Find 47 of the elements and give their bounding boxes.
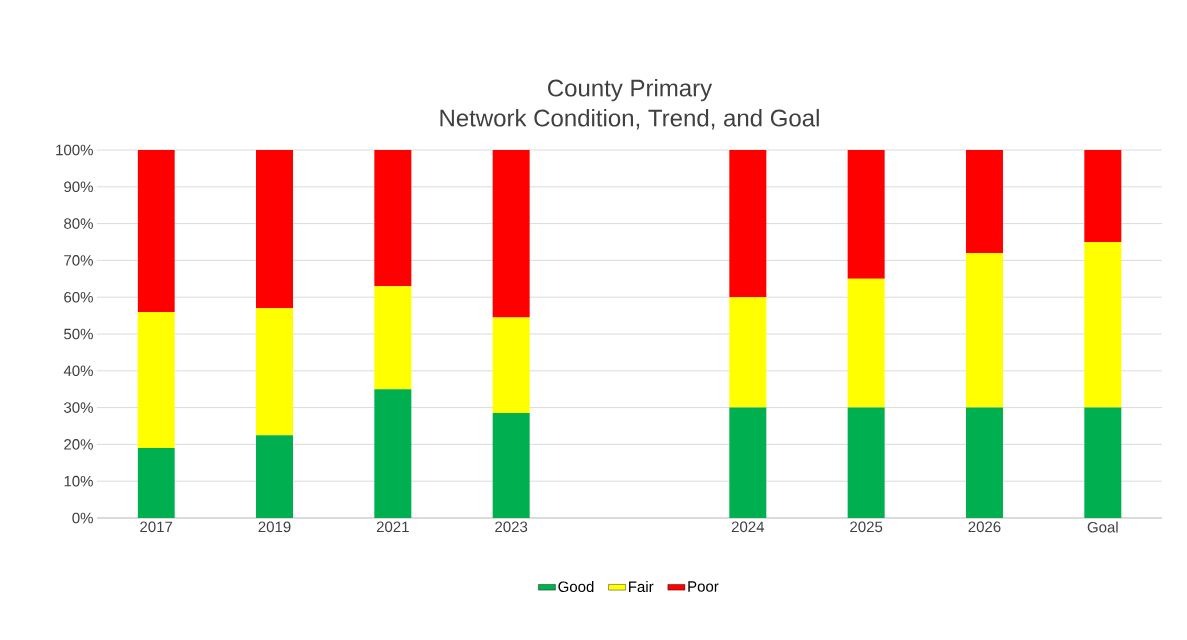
y-tick-label: 40% [63, 365, 93, 377]
bar [256, 435, 294, 518]
y-tick-label: 60% [64, 291, 93, 303]
bar [729, 407, 767, 518]
bar [137, 311, 175, 449]
bar [374, 286, 412, 390]
bar [137, 149, 175, 312]
bar [256, 149, 294, 309]
bar [492, 413, 530, 518]
legend-label: Fair [629, 581, 654, 593]
y-tick-label: 70% [64, 255, 93, 266]
x-tick-label: 2021 [376, 521, 409, 533]
y-tick-label: 50% [64, 328, 93, 340]
bar [847, 407, 885, 518]
y-tick-label: 20% [64, 439, 93, 450]
y-tick-label: 90% [64, 181, 93, 193]
bar [256, 308, 294, 436]
legend-label: Poor [688, 581, 719, 592]
y-tick-label: 0% [72, 512, 93, 524]
x-tick-label: 2017 [140, 521, 173, 533]
y-tick-label: 30% [64, 402, 93, 413]
x-tick-label: 2019 [258, 521, 291, 533]
bar [374, 149, 412, 287]
x-tick-label: 2025 [850, 521, 883, 533]
x-tick-label: Goal [1087, 521, 1118, 533]
y-tick-label: 100% [56, 144, 93, 156]
y-tick-label: 10% [64, 475, 93, 487]
x-tick-label: 2024 [731, 521, 765, 533]
y-tick-label: 80% [64, 218, 93, 229]
bar [1084, 407, 1122, 518]
bar [374, 389, 412, 518]
x-tick-label: 2023 [495, 521, 528, 533]
bar [729, 297, 767, 408]
bar [965, 407, 1003, 518]
bar [965, 149, 1003, 254]
legend-label: Good [558, 581, 594, 593]
bar [492, 149, 530, 318]
bar [1084, 241, 1122, 408]
bar [729, 149, 767, 298]
bar [847, 278, 885, 408]
bar [137, 448, 175, 518]
chart-title: County Primary Network Condition, Trend, and Goal [440, 78, 819, 130]
bar [492, 317, 530, 414]
x-tick-label: 2026 [968, 521, 1001, 533]
bar [965, 253, 1003, 408]
bar [847, 149, 885, 279]
bar [1084, 149, 1122, 242]
